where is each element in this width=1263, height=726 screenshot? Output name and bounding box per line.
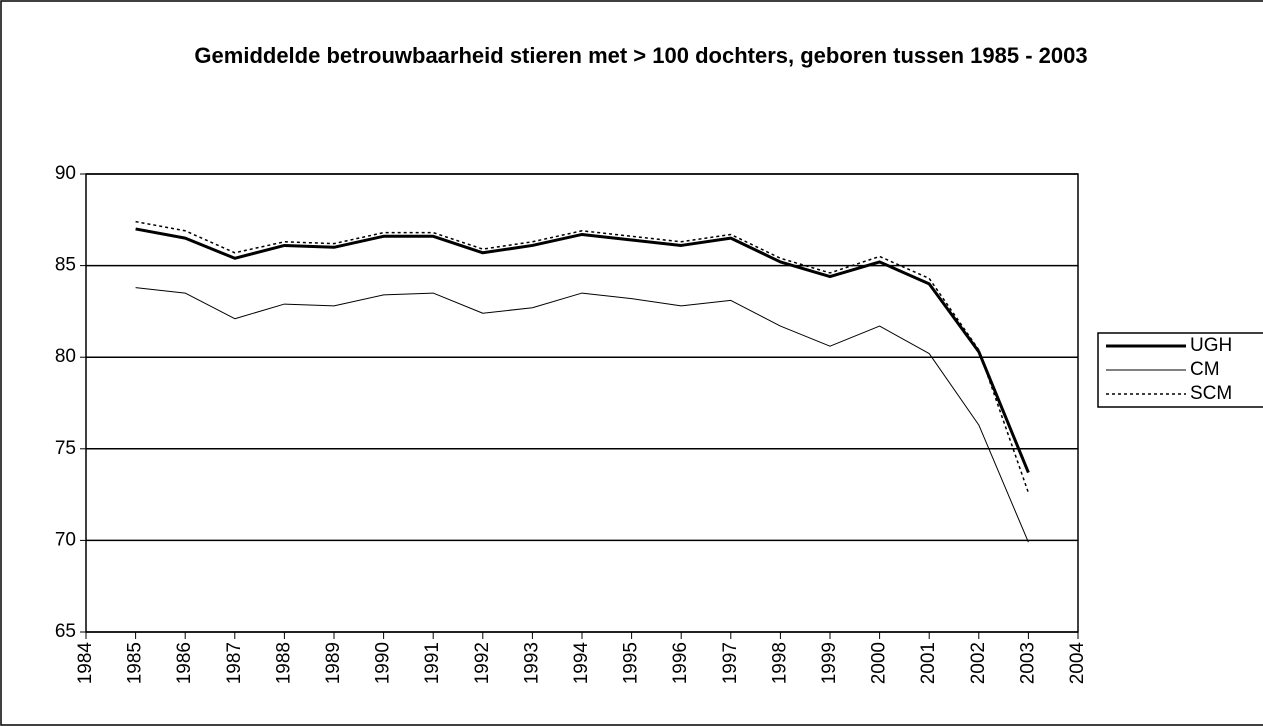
data-line (135, 220, 1030, 494)
x-tick-label: 1986 (174, 642, 195, 684)
x-tick-label: 1991 (422, 642, 443, 684)
x-tick-label: 2003 (1017, 642, 1038, 684)
x-tick-label: 2002 (968, 642, 989, 684)
x-tick-label: 1985 (125, 642, 146, 684)
y-tick-label: 80 (55, 346, 76, 367)
legend-label: SCM (1190, 383, 1232, 404)
x-tick-label: 2004 (1067, 642, 1088, 685)
legend-label: UGH (1190, 335, 1232, 356)
y-tick-label: 70 (55, 529, 76, 550)
data-line (135, 287, 1029, 543)
x-tick-label: 2000 (869, 642, 890, 684)
x-tick-label: 1994 (571, 642, 592, 685)
y-tick-label: 65 (55, 621, 76, 642)
x-tick-label: 1996 (670, 642, 691, 684)
x-tick-label: 1999 (819, 642, 840, 684)
chart-title: Gemiddelde betrouwbaarheid stieren met >… (194, 43, 1088, 68)
plot-area (85, 173, 1079, 633)
x-tick-label: 1993 (521, 642, 542, 684)
legend-label: CM (1190, 359, 1220, 380)
x-tick-label: 1987 (224, 642, 245, 684)
y-tick-label: 85 (55, 255, 76, 276)
x-tick-label: 1984 (75, 642, 96, 685)
x-tick-label: 1992 (472, 642, 493, 684)
x-tick-label: 1995 (621, 642, 642, 684)
data-line (135, 227, 1030, 474)
y-tick-label: 90 (55, 163, 76, 184)
x-tick-label: 1989 (323, 642, 344, 684)
x-tick-label: 2001 (918, 642, 939, 684)
x-tick-label: 1997 (720, 642, 741, 684)
x-tick-label: 1990 (373, 642, 394, 684)
y-tick-label: 75 (55, 438, 76, 459)
x-tick-label: 1988 (273, 642, 294, 684)
x-tick-label: 1998 (769, 642, 790, 684)
